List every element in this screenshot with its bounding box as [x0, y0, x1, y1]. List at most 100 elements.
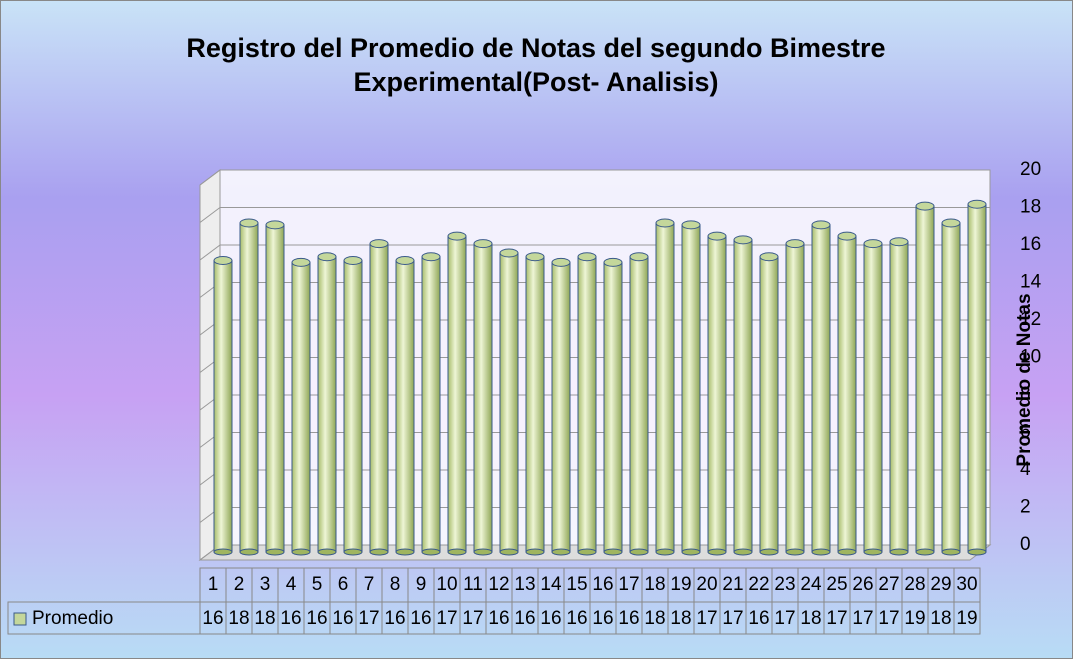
bar	[577, 256, 597, 553]
y-tick-label: 14	[1020, 272, 1042, 293]
bar-base	[265, 548, 285, 556]
legend-label: Promedio	[32, 608, 113, 629]
bar-base	[499, 548, 519, 556]
bar	[395, 260, 415, 553]
bar-base	[525, 548, 545, 556]
y-tick-label: 12	[1020, 309, 1041, 330]
x-tick-label: 11	[463, 574, 483, 595]
grid-line	[199, 207, 221, 223]
bar	[733, 239, 753, 553]
bar-base	[733, 548, 753, 556]
y-tick-label: 6	[1020, 422, 1031, 443]
data-label: 18	[644, 608, 665, 629]
data-label: 19	[904, 608, 925, 629]
data-label: 16	[514, 608, 535, 629]
bar-top	[759, 252, 779, 262]
bar	[265, 224, 285, 553]
bar-top	[811, 220, 831, 230]
bar-top	[473, 239, 493, 249]
y-tick-label: 16	[1020, 234, 1041, 255]
bar	[291, 261, 311, 553]
bar	[837, 235, 857, 553]
bar-base	[577, 548, 597, 556]
bar	[889, 241, 909, 553]
bar-top	[915, 201, 935, 211]
bar-base	[889, 548, 909, 556]
x-tick-label: 2	[234, 574, 245, 595]
bar-top	[265, 220, 285, 230]
data-label: 17	[358, 608, 379, 629]
data-label: 17	[462, 608, 483, 629]
x-tick-label: 29	[930, 574, 951, 595]
table-cell	[953, 601, 981, 635]
data-label: 18	[800, 608, 821, 629]
data-label: 16	[280, 608, 301, 629]
data-label: 18	[930, 608, 951, 629]
bar	[707, 235, 727, 553]
x-tick-label: 20	[696, 574, 717, 595]
data-label: 16	[566, 608, 587, 629]
bar-top	[681, 220, 701, 230]
y-tick-label: 20	[1020, 159, 1041, 180]
bar	[629, 256, 649, 553]
bar-base	[291, 548, 311, 556]
bar-top	[837, 231, 857, 241]
bar	[447, 235, 467, 553]
bar	[551, 261, 571, 553]
x-tick-label: 6	[338, 574, 349, 595]
y-tick-label: 0	[1020, 534, 1031, 555]
x-tick-label: 7	[364, 574, 375, 595]
bar-base	[629, 548, 649, 556]
bar-top	[967, 199, 987, 209]
bar-top	[863, 239, 883, 249]
bar-base	[369, 548, 389, 556]
bar-top	[655, 218, 675, 228]
bar-top	[395, 256, 415, 265]
bar-base	[343, 548, 363, 556]
bar	[811, 224, 831, 553]
y-tick-label: 4	[1020, 459, 1031, 480]
y-tick-label: 2	[1020, 497, 1031, 518]
bar-top	[291, 257, 311, 267]
x-tick-label: 27	[878, 574, 899, 595]
bar	[421, 256, 441, 553]
data-label: 16	[202, 608, 223, 629]
data-label: 17	[852, 608, 873, 629]
y-tick-label: 18	[1020, 197, 1041, 218]
chart-title: Registro del Promedio de Notas del segun…	[186, 33, 885, 97]
data-label: 18	[670, 608, 691, 629]
bar-top	[785, 239, 805, 249]
bar-base	[213, 548, 233, 556]
x-tick-label: 22	[748, 574, 769, 595]
bar-base	[941, 548, 961, 556]
x-tick-label: 8	[390, 574, 401, 595]
data-label: 16	[540, 608, 561, 629]
data-label: 16	[748, 608, 769, 629]
data-label: 17	[826, 608, 847, 629]
x-tick-label: 25	[826, 574, 847, 595]
grid-line	[199, 169, 221, 186]
legend-swatch	[13, 612, 27, 626]
data-label: 17	[722, 608, 743, 629]
data-label: 19	[956, 608, 977, 629]
bar-top	[629, 252, 649, 262]
bar	[317, 256, 337, 553]
bar-top	[525, 252, 545, 262]
x-tick-label: 12	[488, 574, 509, 595]
bar-base	[551, 548, 571, 556]
bar	[239, 222, 259, 553]
data-label: 16	[410, 608, 431, 629]
x-tick-label: 26	[852, 574, 873, 595]
bar-base	[681, 548, 701, 556]
data-label: 18	[228, 608, 249, 629]
bar-base	[655, 548, 675, 556]
bar-base	[915, 548, 935, 556]
data-label: 16	[384, 608, 405, 629]
bar-top	[733, 235, 753, 245]
x-tick-label: 13	[514, 574, 535, 595]
x-tick-label: 28	[904, 574, 925, 595]
x-tick-label: 14	[540, 574, 562, 595]
y-tick-label: 10	[1020, 347, 1041, 368]
bar-top	[343, 256, 363, 265]
